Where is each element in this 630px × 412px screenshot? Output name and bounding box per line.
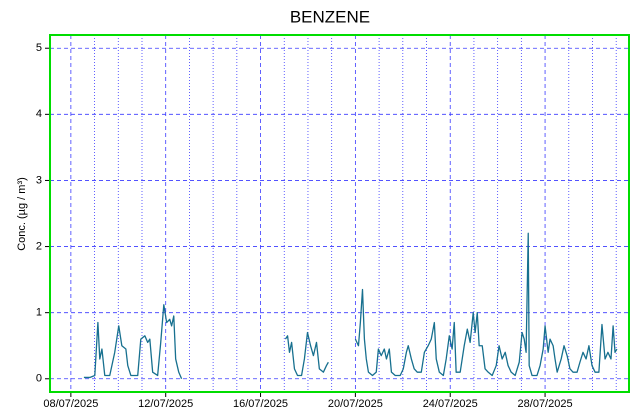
data-line <box>83 232 618 380</box>
y-tick-label: 2 <box>36 240 42 252</box>
y-axis-label: Conc. (µg / m³) <box>16 177 28 251</box>
y-tick-label: 5 <box>36 42 42 54</box>
y-tick-label: 1 <box>36 307 42 319</box>
x-tick-label: 24/07/2025 <box>423 398 478 410</box>
y-tick-label: 4 <box>36 108 42 120</box>
x-tick-label: 12/07/2025 <box>138 398 193 410</box>
plot-frame <box>49 34 630 393</box>
y-tick-label: 3 <box>36 174 42 186</box>
x-tick-label: 08/07/2025 <box>43 398 98 410</box>
x-tick-label: 28/07/2025 <box>518 398 573 410</box>
x-tick-label: 20/07/2025 <box>328 398 383 410</box>
x-tick-label: 16/07/2025 <box>233 398 288 410</box>
y-tick-label: 0 <box>36 373 42 385</box>
chart-title: BENZENE <box>290 7 370 26</box>
